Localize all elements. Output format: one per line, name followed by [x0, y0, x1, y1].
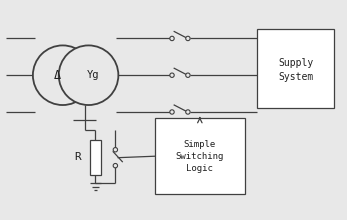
Circle shape [186, 73, 190, 77]
Circle shape [170, 36, 174, 41]
Circle shape [186, 110, 190, 114]
Circle shape [59, 45, 118, 105]
Circle shape [33, 45, 93, 105]
Circle shape [170, 73, 174, 77]
Bar [90, 140, 101, 175]
Text: Logic: Logic [186, 164, 213, 173]
Text: Supply: Supply [278, 58, 313, 68]
Text: System: System [278, 72, 313, 82]
Circle shape [170, 110, 174, 114]
Bar [155, 118, 245, 194]
Circle shape [113, 148, 118, 152]
Bar [257, 29, 334, 108]
Circle shape [186, 36, 190, 41]
Text: Δ: Δ [54, 69, 61, 82]
Text: Switching: Switching [176, 152, 224, 161]
Circle shape [113, 163, 118, 168]
Text: Simple: Simple [184, 140, 216, 149]
Text: Yg: Yg [87, 70, 100, 80]
Text: R: R [74, 152, 81, 162]
